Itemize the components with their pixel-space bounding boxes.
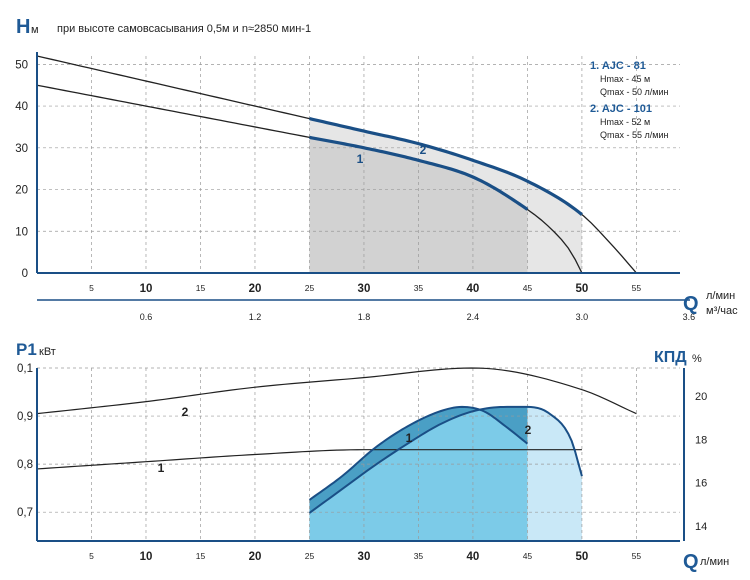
q-m3h-tick-label: 1.8 [358, 312, 371, 322]
efficiency-tick-label: 20 [695, 391, 707, 403]
q-tick-label: 50 [576, 283, 589, 295]
h-curve-2-operating [309, 117, 583, 216]
q-m3h-tick-label: 3.0 [576, 312, 589, 322]
efficiency-tick-label: 18 [695, 434, 707, 446]
q-m3h-tick-label: 2.4 [467, 312, 480, 322]
h-curve-1-operating [309, 135, 529, 211]
h-axis-unit: м [31, 24, 39, 36]
q-tick-label: 10 [140, 283, 153, 295]
q-tick-label: 30 [358, 283, 371, 295]
q-tick-label-bottom: 20 [249, 551, 262, 563]
h-axis-title: H [16, 16, 30, 38]
q-tick-label-bottom: 50 [576, 551, 589, 563]
q-tick-label-minor-bottom: 45 [523, 551, 533, 561]
h-y-tick-label: 40 [15, 101, 28, 113]
q-axis-unit: л/мин [706, 290, 735, 302]
p1-axis-unit: кВт [39, 346, 56, 358]
h-y-tick-label: 10 [15, 226, 28, 238]
efficiency-tick-label: 16 [695, 478, 707, 490]
power-curve-1 [36, 449, 582, 470]
q-m3h-tick-label: 0.6 [140, 312, 153, 322]
legend-2-qmax: Qmax - 55 л/мин [600, 130, 668, 140]
q-axis-unit-m3h: м³/час [706, 305, 738, 317]
q-tick-label-minor-bottom: 25 [305, 551, 315, 561]
p1-axis-title: P1 [16, 340, 37, 359]
p-y-tick-label: 0,7 [17, 507, 33, 519]
efficiency-axis-unit: % [692, 353, 702, 365]
q-tick-label-minor: 35 [414, 283, 424, 293]
power-curve-1-label: 1 [158, 461, 165, 475]
p-y-tick-label: 0,1 [17, 363, 33, 375]
h-y-tick-label: 0 [22, 268, 28, 280]
q-tick-label: 40 [467, 283, 480, 295]
legend-1-name: 1. AJC - 81 [590, 60, 646, 72]
q-tick-label-minor: 55 [632, 283, 642, 293]
legend-2-hmax: Hmax - 52 м [600, 117, 650, 127]
h-curve-2-label: 2 [420, 143, 427, 157]
q-tick-label-minor-bottom: 15 [196, 551, 206, 561]
q-tick-label-minor: 25 [305, 283, 315, 293]
q-tick-label-bottom: 10 [140, 551, 153, 563]
q-tick-label-minor: 45 [523, 283, 533, 293]
legend-1-qmax: Qmax - 50 л/мин [600, 87, 668, 97]
q-axis-title-bottom: Q [683, 551, 699, 573]
q-tick-label-minor-bottom: 5 [89, 551, 94, 561]
h-y-tick-label: 50 [15, 59, 28, 71]
q-axis-unit-bottom: л/мин [700, 556, 729, 568]
legend-2-name: 2. AJC - 101 [590, 103, 652, 115]
q-tick-label-bottom: 30 [358, 551, 371, 563]
test-condition: при высоте самовсасывания 0,5м и n≈2850 … [57, 23, 311, 35]
q-tick-label-bottom: 40 [467, 551, 480, 563]
p-y-tick-label: 0,8 [17, 459, 33, 471]
q-tick-label-minor-bottom: 35 [414, 551, 424, 561]
efficiency-curve-1-label: 1 [406, 431, 413, 445]
efficiency-axis-title: КПД [654, 349, 687, 366]
efficiency-tick-label: 14 [695, 521, 707, 533]
power-curve-2-label: 2 [182, 405, 189, 419]
h-curve-1-label: 1 [357, 152, 364, 166]
power-curve-2 [36, 367, 637, 415]
efficiency-curve-1 [308, 405, 529, 501]
efficiency-curve-2 [308, 405, 583, 514]
p-y-tick-label: 0,9 [17, 411, 33, 423]
efficiency-curve-2-label: 2 [525, 423, 532, 437]
legend-1-hmax: Hmax - 45 м [600, 74, 650, 84]
h-y-tick-label: 30 [15, 143, 28, 155]
q-tick-label: 20 [249, 283, 262, 295]
q-m3h-tick-label: 1.2 [249, 312, 262, 322]
q-tick-label-minor-bottom: 55 [632, 551, 642, 561]
q-m3h-tick-label: 3.6 [683, 312, 696, 322]
q-axis-title: Q [683, 293, 699, 315]
q-tick-label-minor: 15 [196, 283, 206, 293]
h-y-tick-label: 20 [15, 185, 28, 197]
q-tick-label-minor: 5 [89, 283, 94, 293]
